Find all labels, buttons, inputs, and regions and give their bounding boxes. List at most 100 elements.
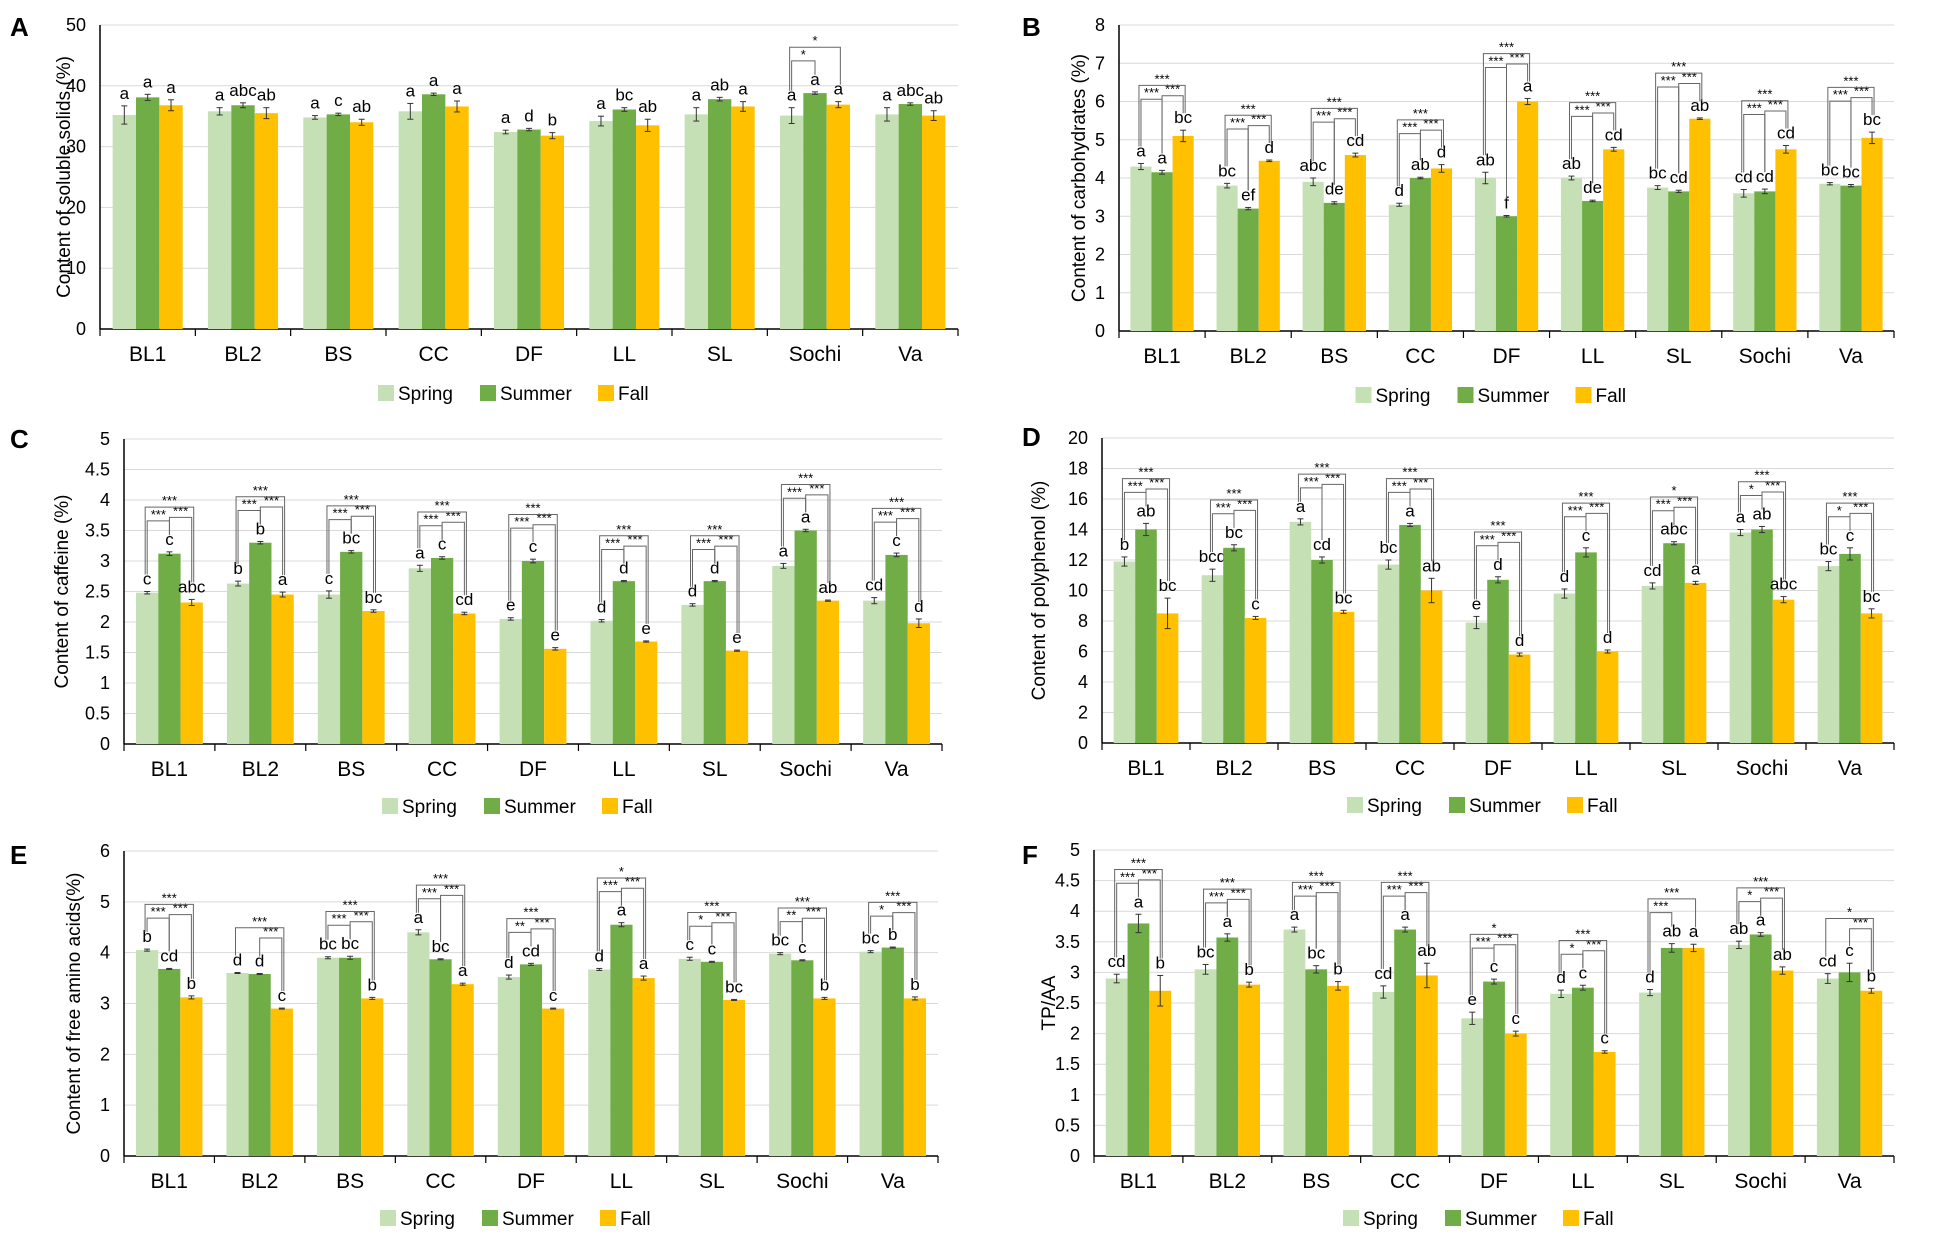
y-tick-label: 5 <box>1070 840 1080 860</box>
data-label: d <box>524 106 533 125</box>
x-tick-label: LL <box>1574 757 1597 780</box>
bar-fall <box>271 594 294 744</box>
bar-spring <box>590 620 613 744</box>
y-tick-label: 3.5 <box>1055 932 1080 952</box>
x-tick-label: Sochi <box>776 1170 829 1193</box>
bar-spring <box>1388 204 1410 331</box>
data-label: d <box>1515 631 1524 650</box>
data-label: a <box>1400 905 1410 924</box>
significance-bracket <box>1743 113 1766 173</box>
data-label: bc <box>1218 161 1236 180</box>
data-label: a <box>215 86 225 105</box>
bar-summer <box>612 581 636 744</box>
significance-label: * <box>619 864 624 879</box>
bar-spring <box>1105 978 1128 1156</box>
data-label: a <box>1523 76 1533 95</box>
significance-bracket <box>1582 950 1606 1034</box>
bar-fall <box>1772 599 1795 743</box>
y-tick-label: 2 <box>1095 245 1105 265</box>
legend-label: Summer <box>504 797 576 818</box>
data-label: b <box>233 559 242 578</box>
y-tick-label: 6 <box>100 841 110 861</box>
data-label: abc <box>1299 156 1327 175</box>
data-label: bc <box>1821 161 1839 180</box>
bar-spring <box>226 973 249 1156</box>
data-label: c <box>798 938 807 957</box>
data-label: bc <box>1335 588 1353 607</box>
significance-label: *** <box>798 471 813 486</box>
data-label: b <box>1244 960 1253 979</box>
data-label: a <box>596 94 606 113</box>
bar-fall <box>1244 617 1267 743</box>
bar-summer <box>1840 185 1862 331</box>
significance-bracket <box>326 505 376 593</box>
data-label: ab <box>1662 922 1681 941</box>
x-tick-label: Va <box>1838 757 1862 780</box>
legend: Spring Summer Fall <box>380 1209 651 1230</box>
data-label: a <box>1691 559 1701 578</box>
bar-summer <box>1223 547 1245 743</box>
significance-bracket <box>1409 488 1433 562</box>
significance-bracket <box>325 911 375 981</box>
significance-bracket <box>144 506 195 583</box>
bar-fall <box>1689 118 1711 332</box>
data-label: a <box>120 84 130 103</box>
bar-summer <box>1216 937 1239 1156</box>
bar-summer <box>1495 216 1518 331</box>
data-label: f <box>1504 193 1509 212</box>
significance-bracket <box>1849 512 1873 592</box>
bar-summer <box>1127 923 1150 1156</box>
x-tick-label: BL1 <box>1143 345 1180 368</box>
panel-letter: B <box>1022 12 1041 42</box>
significance-bracket <box>620 887 645 960</box>
legend-swatch-spring <box>1355 387 1372 403</box>
significance-label: * <box>1671 483 1676 498</box>
x-tick-label: BL1 <box>129 343 166 366</box>
x-tick-label: BL1 <box>1120 1170 1157 1193</box>
bar-spring <box>779 115 804 329</box>
x-tick-label: DF <box>1493 345 1521 368</box>
data-label: a <box>834 80 844 99</box>
significance-bracket <box>508 513 558 631</box>
x-tick-label: SL <box>1659 1170 1685 1193</box>
panel-e: 0 1 2 3 4 5 6 Content of free amino acids(%) E BL… <box>10 840 939 1230</box>
data-label: de <box>1325 180 1344 199</box>
x-tick-label: BL2 <box>1209 1170 1246 1193</box>
data-label: ab <box>1773 945 1792 964</box>
significance-bracket <box>1226 898 1250 966</box>
y-tick-label: 3 <box>100 994 110 1014</box>
significance-bracket <box>235 496 286 576</box>
data-label: bc <box>1174 108 1192 127</box>
significance-label: *** <box>162 890 177 905</box>
data-label: cd <box>1346 131 1364 150</box>
x-tick-label: BS <box>1308 757 1336 780</box>
data-label: d <box>914 597 923 616</box>
significance-label: *** <box>696 536 711 551</box>
significance-bracket <box>1226 128 1249 191</box>
y-tick-label: 4.5 <box>1055 871 1080 891</box>
data-label: abc <box>897 81 925 100</box>
legend-swatch-spring <box>378 385 394 401</box>
x-tick-label: CC <box>1395 757 1425 780</box>
significance-label: * <box>1749 481 1754 496</box>
significance-bracket <box>1592 112 1615 184</box>
data-label: cd <box>1108 952 1126 971</box>
significance-bracket <box>1482 53 1531 156</box>
x-tick-label: BS <box>324 343 352 366</box>
significance-label: * <box>1837 503 1842 518</box>
bar-summer <box>885 554 908 744</box>
legend-label: Summer <box>1469 796 1541 817</box>
bar-summer <box>703 581 726 744</box>
y-tick-label: 2 <box>100 612 110 632</box>
x-tick-label: SL <box>702 758 728 781</box>
significance-label: *** <box>1574 102 1589 117</box>
bar-summer <box>1399 524 1421 743</box>
data-label: b <box>142 927 151 946</box>
x-tick-label: Sochi <box>1736 757 1789 780</box>
legend: Spring Summer Fall <box>378 384 649 405</box>
bar-spring <box>1216 185 1238 331</box>
y-tick-label: 4 <box>1078 672 1088 692</box>
bar-summer <box>707 99 732 330</box>
bar-spring <box>135 950 159 1156</box>
x-tick-label: Sochi <box>779 758 832 781</box>
